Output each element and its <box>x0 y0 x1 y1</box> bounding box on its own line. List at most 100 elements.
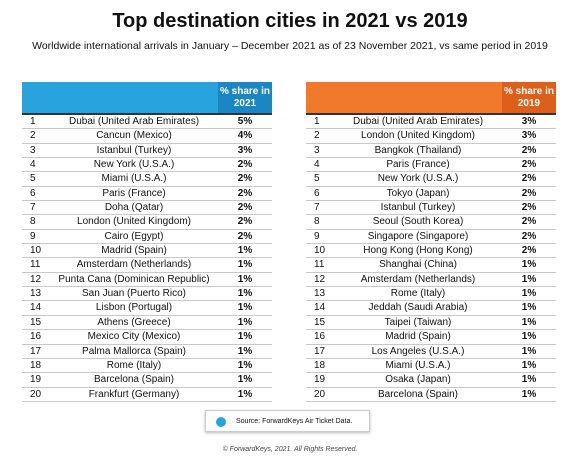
rank: 8 <box>314 216 320 228</box>
rank: 13 <box>314 288 326 300</box>
city: Taipei (Taiwan) <box>384 316 452 328</box>
rank: 3 <box>30 144 36 156</box>
city: London (United Kingdom) <box>77 216 191 228</box>
city: Cancun (Mexico) <box>96 130 172 142</box>
table-header: % share in 2021 <box>22 82 272 115</box>
city: Palma Mallorca (Spain) <box>82 345 186 357</box>
source-icon <box>216 417 226 427</box>
city: New York (U.S.A.) <box>377 173 459 185</box>
city: Jeddah (Saudi Arabia) <box>368 302 468 314</box>
share: 2% <box>237 230 253 242</box>
table-row: 14 Lisbon (Portugal) 1% <box>22 301 272 316</box>
rank: 18 <box>314 359 326 371</box>
share: 3% <box>521 130 537 142</box>
share: 2% <box>521 216 537 228</box>
share: 1% <box>521 331 537 343</box>
table-row: 17 Los Angeles (U.S.A.) 1% <box>306 345 556 359</box>
share: 1% <box>521 316 537 328</box>
rank: 10 <box>30 245 42 257</box>
table-2021: % share in 2021 1 Dubai (United Arab Emira… <box>22 82 272 402</box>
city: Shanghai (China) <box>379 259 457 271</box>
share: 5% <box>237 116 253 127</box>
table-row: 5 Miami (U.S.A.) 2% <box>22 172 272 187</box>
share: 1% <box>237 245 253 257</box>
table-row: 6 Paris (France) 2% <box>22 187 272 202</box>
rank: 17 <box>30 345 42 357</box>
rank: 20 <box>30 388 42 400</box>
rank: 19 <box>30 374 42 386</box>
rank: 8 <box>30 216 36 228</box>
city: San Juan (Puerto Rico) <box>82 288 186 300</box>
table-row: 2 London (United Kingdom) 3% <box>306 129 556 144</box>
title: Top destination cities in 2021 vs 2019 <box>112 10 468 32</box>
share: 2% <box>237 159 253 171</box>
table-row: 11 Amsterdam (Netherlands) 1% <box>22 258 272 273</box>
rank: 16 <box>30 331 42 343</box>
city: Miami (U.S.A.) <box>385 359 451 371</box>
table-row: 12 Amsterdam (Netherlands) 1% <box>306 273 556 288</box>
city: Frankfurt (Germany) <box>88 388 180 400</box>
table-row: 16 Madrid (Spain) 1% <box>306 330 556 345</box>
table-row: 18 Rome (Italy) 1% <box>22 359 272 374</box>
share: 2% <box>237 216 253 228</box>
share: 1% <box>521 259 537 271</box>
city: Istanbul (Turkey) <box>96 144 172 156</box>
share: 2% <box>521 187 537 199</box>
copyright: © ForwardKeys, 2021. All Rights Reserved… <box>222 446 358 453</box>
table-row: 4 Paris (France) 2% <box>306 158 556 173</box>
share: 1% <box>237 359 253 371</box>
rank: 9 <box>30 230 36 242</box>
city: London (United Kingdom) <box>361 130 475 142</box>
rank: 2 <box>30 130 36 142</box>
rank: 4 <box>30 159 36 171</box>
rank: 9 <box>314 230 320 242</box>
share: 1% <box>237 316 253 328</box>
source-box: Source: ForwardKeys Air Ticket Data. <box>205 410 370 432</box>
share: 1% <box>237 374 253 386</box>
city: Tokyo (Japan) <box>386 187 450 199</box>
rank: 1 <box>314 116 320 127</box>
share: 2% <box>521 202 537 214</box>
table-row: 1 Dubai (United Arab Emirates) 5% <box>22 115 272 130</box>
city: Athens (Greece) <box>97 316 171 328</box>
city: New York (U.S.A.) <box>93 159 175 171</box>
rank: 18 <box>30 359 42 371</box>
subtitle: Worldwide international arrivals in Janu… <box>32 40 548 52</box>
share: 2% <box>521 245 537 257</box>
share: 1% <box>521 302 537 314</box>
table-row: 10 Madrid (Spain) 1% <box>22 244 272 259</box>
rank: 7 <box>314 202 320 214</box>
table-row: 8 Seoul (South Korea) 2% <box>306 215 556 230</box>
share: 2% <box>521 144 537 156</box>
rank: 6 <box>30 187 36 199</box>
rank: 3 <box>314 144 320 156</box>
share: 1% <box>237 345 253 357</box>
share: 1% <box>521 345 537 357</box>
share: 1% <box>521 273 537 285</box>
city: Amsterdam (Netherlands) <box>360 273 476 285</box>
city: Singapore (Singapore) <box>367 230 469 242</box>
share: 2% <box>237 202 253 214</box>
share: 2% <box>237 187 253 199</box>
rank: 4 <box>314 159 320 171</box>
table-row: 5 New York (U.S.A.) 2% <box>306 172 556 187</box>
share: 3% <box>237 144 253 156</box>
table-row: 3 Istanbul (Turkey) 3% <box>22 144 272 159</box>
table-row: 3 Bangkok (Thailand) 2% <box>306 144 556 159</box>
city: Los Angeles (U.S.A.) <box>371 345 465 357</box>
share-header: % share in 2021 <box>218 82 272 113</box>
city: Paris (France) <box>386 159 450 171</box>
rank: 5 <box>30 173 36 185</box>
table-row: 13 San Juan (Puerto Rico) 1% <box>22 287 272 302</box>
table-row: 9 Singapore (Singapore) 2% <box>306 230 556 245</box>
city: Paris (France) <box>102 187 166 199</box>
rank: 19 <box>314 374 326 386</box>
table-row: 14 Jeddah (Saudi Arabia) 1% <box>306 301 556 316</box>
table-row: 12 Punta Cana (Dominican Republic) 1% <box>22 273 272 288</box>
share: 2% <box>237 173 253 185</box>
rank: 10 <box>314 245 326 257</box>
city: Mexico City (Mexico) <box>87 331 181 343</box>
table-row: 1 Dubai (United Arab Emirates) 3% <box>306 115 556 130</box>
city: Amsterdam (Netherlands) <box>76 259 192 271</box>
